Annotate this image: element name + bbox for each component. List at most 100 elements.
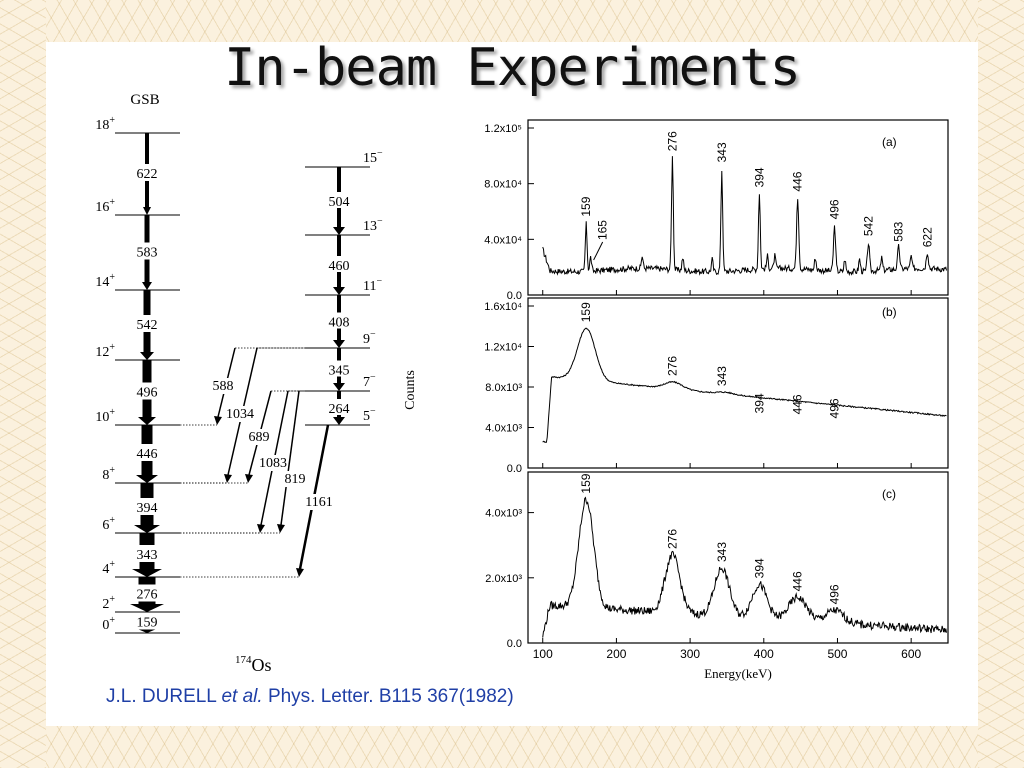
citation-reference: Phys. Letter. B115 367(1982) — [267, 686, 514, 707]
side-energy-label: 408 — [329, 316, 350, 331]
level-scheme-diagram: GSB 18+ 16+ 14+ 12+ 10+ 8+ 6+ 4+ 2+ 0+ 622 583 542 4… — [95, 92, 383, 675]
interband-arrowhead — [296, 568, 304, 577]
interband-energy-label-bg — [277, 471, 313, 487]
side-energy-label-bg — [321, 256, 357, 272]
interband-energy-label-bg — [205, 378, 241, 394]
gsb-spin-label: 16+ — [95, 197, 115, 215]
gsb-energy-label-bg — [125, 242, 169, 260]
interband-energy-label-bg — [301, 494, 337, 510]
citation: J.L. DURELL et al. Phys. Letter. B115 36… — [106, 686, 514, 708]
nucleus-mass: 174 — [235, 654, 252, 666]
x-tick-label: 600 — [901, 647, 921, 661]
y-tick-label: 0.0 — [507, 463, 522, 475]
interband-transition-arrow — [280, 390, 300, 526]
spectrum-trace — [542, 156, 947, 277]
side-energy-label: 345 — [329, 364, 350, 379]
peak-label: 394 — [752, 167, 766, 187]
x-tick-label: 500 — [827, 647, 847, 661]
side-energy-label: 504 — [329, 195, 350, 210]
gsb-transition-arrows: 622 583 542 496 446 394 343 276 159 — [125, 133, 169, 633]
gsb-energy-label-bg — [125, 382, 169, 400]
gsb-energy-label: 496 — [137, 386, 158, 401]
gsb-energy-label-bg — [125, 612, 169, 630]
peak-label: 276 — [665, 529, 679, 549]
peak-label: 496 — [828, 199, 842, 219]
interband-energy-label-bg — [241, 429, 277, 445]
gamma-spectra-figure: 0.04.0x10⁴8.0x10⁴1.2x10⁵(a)1591652763433… — [403, 119, 949, 681]
right-border-pattern — [978, 0, 1024, 768]
side-band-level-lines: 15− 13− 11− 9− 7− 5− 504 460 408 345 264 — [305, 148, 383, 426]
side-spin-label: 9− — [363, 329, 376, 347]
y-tick-label: 4.0x10³ — [485, 423, 522, 435]
gsb-energy-label: 446 — [137, 447, 158, 462]
panel-label: (a) — [882, 135, 897, 149]
y-tick-label: 0.0 — [507, 638, 522, 650]
peak-label: 583 — [892, 221, 906, 241]
side-transition-arrowhead — [333, 383, 345, 391]
side-energy-label: 460 — [329, 259, 350, 274]
y-tick-label: 8.0x10⁴ — [484, 179, 522, 191]
side-spin-label: 13− — [363, 216, 383, 234]
side-transition-arrowhead — [333, 417, 345, 425]
y-tick-label: 1.6x10⁴ — [484, 301, 522, 313]
peak-label: 622 — [920, 227, 934, 247]
gsb-spin-label: 6+ — [102, 515, 115, 533]
gsb-spin-label: 18+ — [95, 115, 115, 133]
panel-label: (c) — [882, 487, 896, 501]
interband-energy-label: 588 — [213, 379, 234, 394]
side-energy-label-bg — [321, 399, 357, 415]
interband-arrowhead — [224, 474, 232, 483]
side-transition-arrowhead — [333, 340, 345, 348]
peak-label: 496 — [828, 584, 842, 604]
gsb-energy-label-bg — [125, 444, 169, 461]
peak-label: 165 — [596, 220, 610, 240]
gsb-spin-label: 4+ — [102, 559, 115, 577]
side-spin-label: 15− — [363, 148, 383, 166]
gsb-energy-label: 622 — [137, 167, 158, 182]
side-energy-label-bg — [321, 192, 357, 208]
slide-title: In-beam Experiments — [224, 38, 801, 98]
interband-energy-label: 819 — [285, 472, 306, 487]
gsb-spin-label: 10+ — [95, 407, 115, 425]
interband-energy-label: 1083 — [259, 456, 287, 471]
interband-energy-label: 689 — [249, 430, 270, 445]
gsb-spin-label: 8+ — [102, 465, 115, 483]
side-transition-arrowhead — [333, 287, 345, 295]
spectrum-trace — [542, 496, 947, 638]
spectrum-panel-b: 0.0 4.0x10³ 8.0x10³ 1.2x10⁴ 1.6x10⁴ (b) 159 276… — [484, 297, 949, 475]
interband-arrowhead — [277, 524, 285, 533]
gsb-energy-label: 343 — [137, 548, 158, 563]
panel-frame — [527, 119, 949, 296]
side-transition-arrowhead — [333, 227, 345, 235]
peak-label: 159 — [579, 302, 593, 322]
y-tick-label: 1.2x10⁴ — [484, 342, 522, 354]
peak-label: 496 — [828, 398, 842, 418]
interband-arrowhead — [214, 416, 222, 425]
peak-pointer-line — [593, 241, 604, 261]
peak-label: 542 — [861, 216, 875, 236]
side-spin-label: 11− — [363, 276, 382, 294]
gsb-energy-label-bg — [125, 545, 169, 562]
side-spin-label: 7− — [363, 372, 376, 390]
peak-label: 159 — [579, 196, 593, 216]
y-tick-label: 4.0x10⁴ — [484, 234, 522, 246]
y-tick-label: 1.2x10⁵ — [484, 123, 522, 135]
peak-label: 446 — [791, 394, 805, 414]
citation-etal: et al. — [221, 686, 263, 707]
peak-label: 276 — [665, 356, 679, 376]
y-axis-label: Counts — [403, 370, 418, 410]
gsb-spin-label: 0+ — [102, 615, 115, 633]
panel-label: (b) — [882, 305, 897, 319]
gsb-spin-label: 14+ — [95, 272, 115, 290]
gsb-energy-label-bg — [125, 315, 169, 332]
interband-energy-label: 1034 — [226, 407, 254, 422]
side-spin-label: 5− — [363, 406, 376, 424]
gsb-energy-label-bg — [125, 498, 169, 515]
gsb-energy-label: 394 — [137, 501, 158, 516]
side-energy-label-bg — [321, 312, 357, 329]
peak-label: 446 — [791, 171, 805, 191]
panel-frame — [527, 471, 949, 644]
gsb-spin-label: 12+ — [95, 342, 115, 360]
